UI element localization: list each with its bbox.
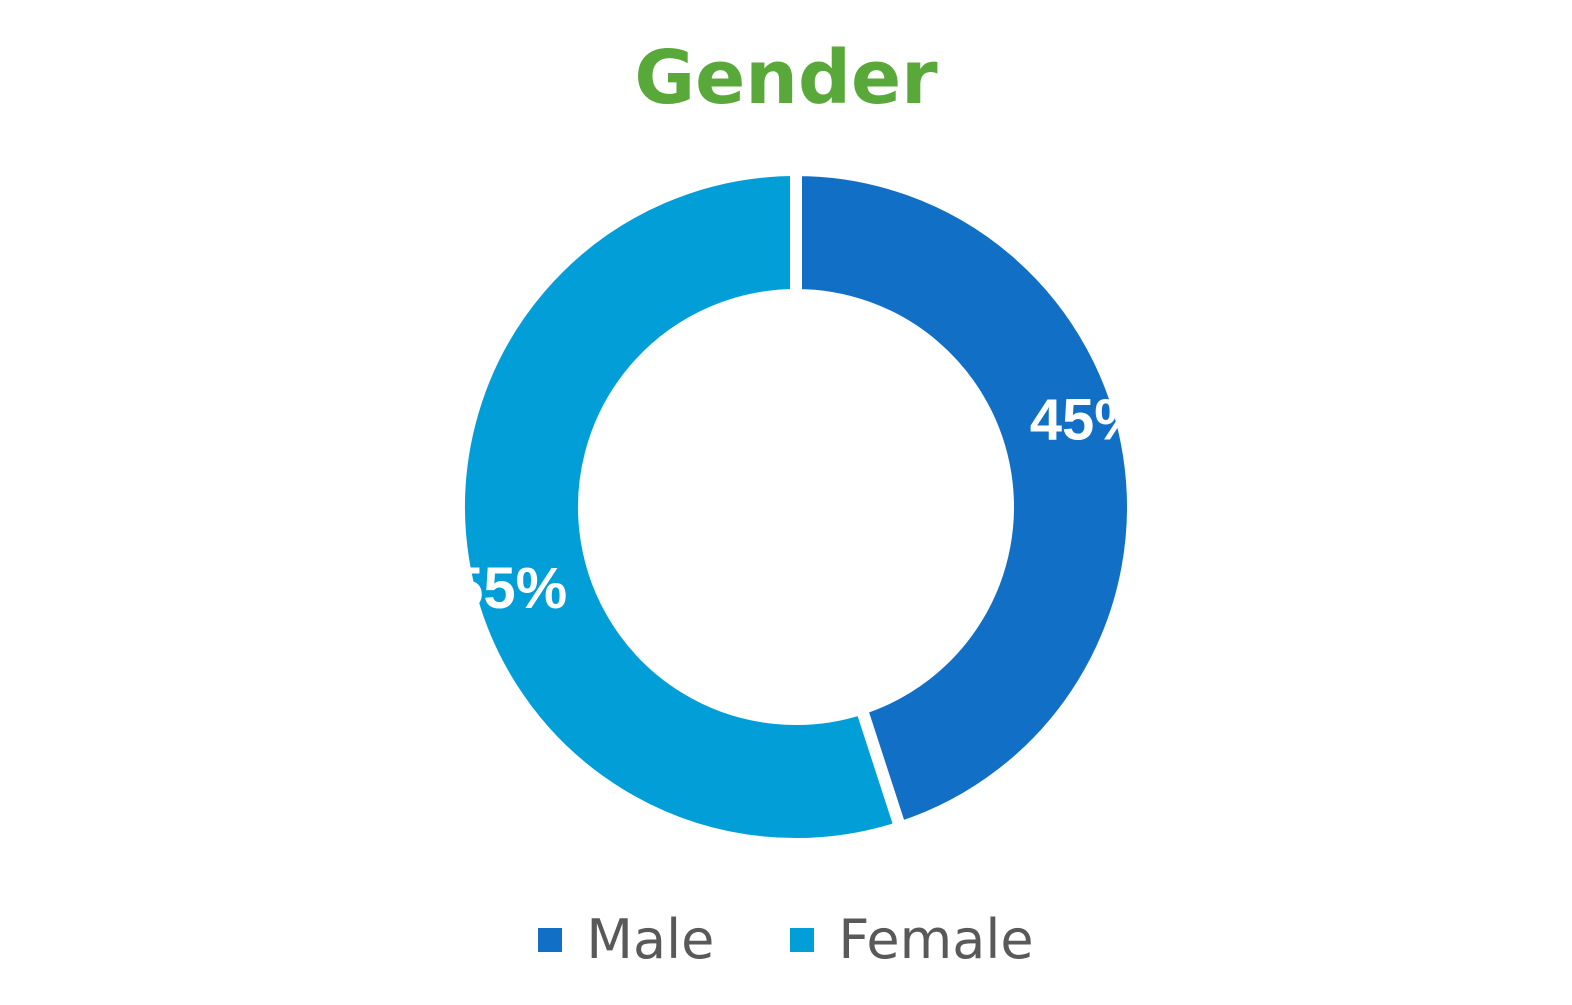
slice-male (790, 163, 1139, 836)
legend-swatch-male (538, 928, 563, 952)
legend-label-male: Male (586, 908, 715, 971)
chart-title: Gender (634, 35, 938, 121)
data-label-female: 55% (451, 556, 567, 621)
legend-item-female: Female (790, 905, 1034, 975)
data-label-male: 45% (1030, 388, 1146, 453)
legend-swatch-female (790, 928, 815, 952)
legend-label-female: Female (838, 908, 1034, 971)
slice-female (453, 163, 908, 850)
legend: Male Female (0, 905, 1572, 975)
legend-item-male: Male (538, 905, 714, 975)
